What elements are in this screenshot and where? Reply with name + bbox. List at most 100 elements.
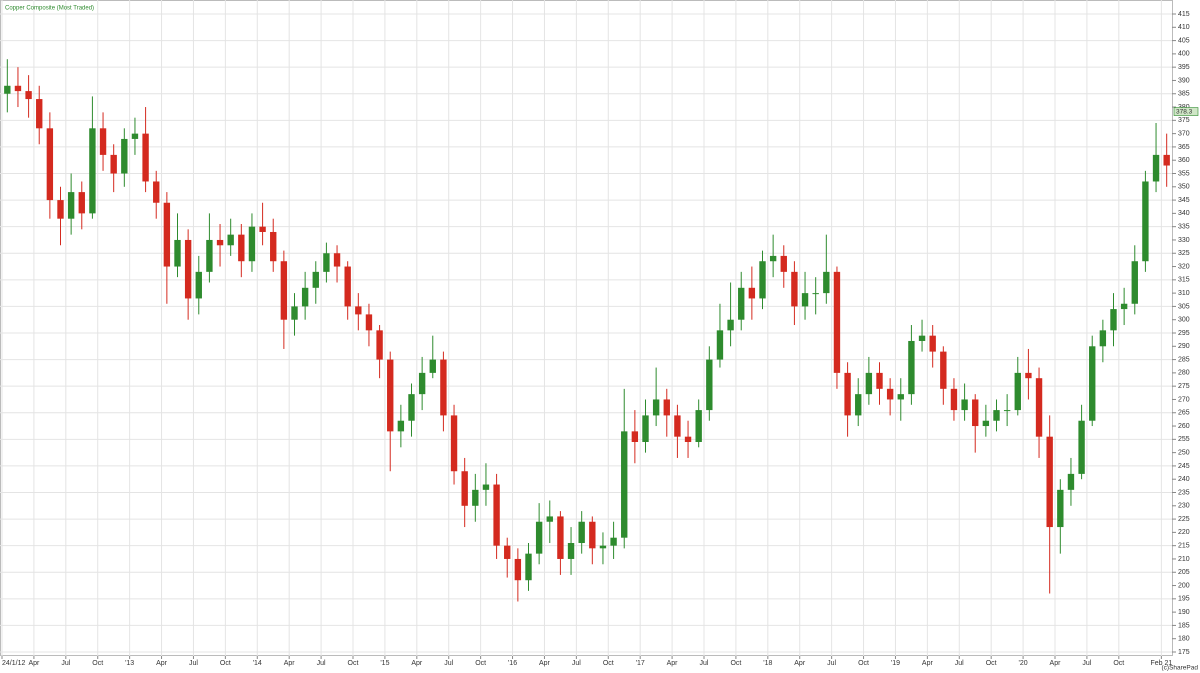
candle-body [344,266,351,307]
x-tick-label: Apr [922,660,934,667]
candle-body [993,410,1000,421]
y-tick-label: 350 [1178,184,1190,191]
candle-body [706,359,713,411]
x-tick-label: Oct [603,660,614,667]
candle-body [684,436,692,442]
candle-body [610,537,617,546]
candle-body [99,128,107,155]
x-tick-label: Apr [156,660,168,667]
y-tick-label: 265 [1178,410,1190,417]
candle-body [535,521,543,554]
candle-body [110,154,117,174]
x-tick-label: Jul [317,660,326,667]
x-tick-label: '16 [508,660,517,667]
x-tick-label: Jul [444,660,453,667]
candle-body [397,420,405,432]
candle-body [812,293,819,295]
y-tick-label: 220 [1178,529,1190,536]
x-tick-label: Jul [61,660,70,667]
x-tick-label: Apr [28,660,40,667]
candle-body [131,133,139,139]
candle-body [280,261,288,320]
candle-body [301,287,309,307]
x-tick-label: Oct [92,660,103,667]
x-tick-label: Jul [955,660,964,667]
candle-body [270,231,277,262]
y-tick-label: 310 [1178,290,1190,297]
candle-body [1152,154,1160,182]
x-tick-label: '18 [763,660,772,667]
candle-body [876,372,883,389]
x-tick-label: Oct [220,660,231,667]
y-tick-label: 275 [1178,383,1190,390]
y-tick-label: 360 [1178,157,1190,164]
x-tick-label: Oct [730,660,741,667]
candle-body [695,410,702,442]
candle-body [163,202,171,267]
candle-body [897,394,904,400]
y-tick-label: 285 [1178,356,1190,363]
y-tick-label: 240 [1178,476,1190,483]
y-tick-label: 300 [1178,317,1190,324]
candle-body [46,128,54,201]
candle-body [25,91,32,100]
candle-body [1099,330,1107,347]
candle-body [716,330,724,360]
y-tick-label: 190 [1178,609,1190,616]
x-tick-label: Oct [986,660,997,667]
x-tick-label: Jul [1082,660,1091,667]
x-tick-label: Apr [284,660,296,667]
candle-body [982,420,990,427]
candle-body [950,388,958,411]
candle-body [546,516,553,522]
y-tick-label: 200 [1178,582,1190,589]
x-tick-label: Apr [667,660,679,667]
candle-body [365,314,373,331]
candle-body [801,293,809,307]
x-tick-label: 24/1/12 [2,660,25,667]
candle-body [759,261,766,299]
candle-body [844,372,851,416]
x-tick-label: Jul [572,660,581,667]
y-tick-label: 395 [1178,64,1190,71]
candle-body [121,138,128,174]
candle-body [376,330,383,360]
candle-body [408,394,415,421]
candle-body [67,192,75,219]
last-price-box [1173,107,1199,116]
last-price-label: 378.3 [1176,108,1193,115]
candle-body [450,415,458,472]
x-tick-label: Oct [1113,660,1124,667]
candle-body [216,239,224,246]
y-tick-label: 260 [1178,423,1190,430]
candle-body [1110,309,1117,331]
x-tick-label: Feb 21 [1150,660,1172,667]
y-tick-label: 245 [1178,463,1190,470]
candle-body [567,543,575,559]
grid [0,0,1172,656]
candle-body [312,271,319,288]
y-tick-label: 225 [1178,516,1190,523]
y-tick-label: 255 [1178,436,1190,443]
y-tick-label: 280 [1178,370,1190,377]
x-tick-label: Apr [1050,660,1062,667]
x-tick-label: Oct [475,660,486,667]
candle-body [1163,154,1170,166]
candle-body [865,372,873,395]
y-tick-label: 390 [1178,77,1190,84]
candle-body [780,255,787,272]
y-tick-label: 415 [1178,11,1190,18]
x-tick-label: Apr [411,660,423,667]
y-tick-label: 210 [1178,556,1190,563]
candle-body [1035,378,1043,437]
x-tick-label: '13 [125,660,134,667]
y-tick-label: 315 [1178,277,1190,284]
x-tick-label: Apr [794,660,806,667]
candle-body [440,359,447,416]
y-tick-label: 405 [1178,37,1190,44]
candle-body [1142,181,1149,262]
y-tick-label: 235 [1178,489,1190,496]
candle-body [429,359,436,373]
